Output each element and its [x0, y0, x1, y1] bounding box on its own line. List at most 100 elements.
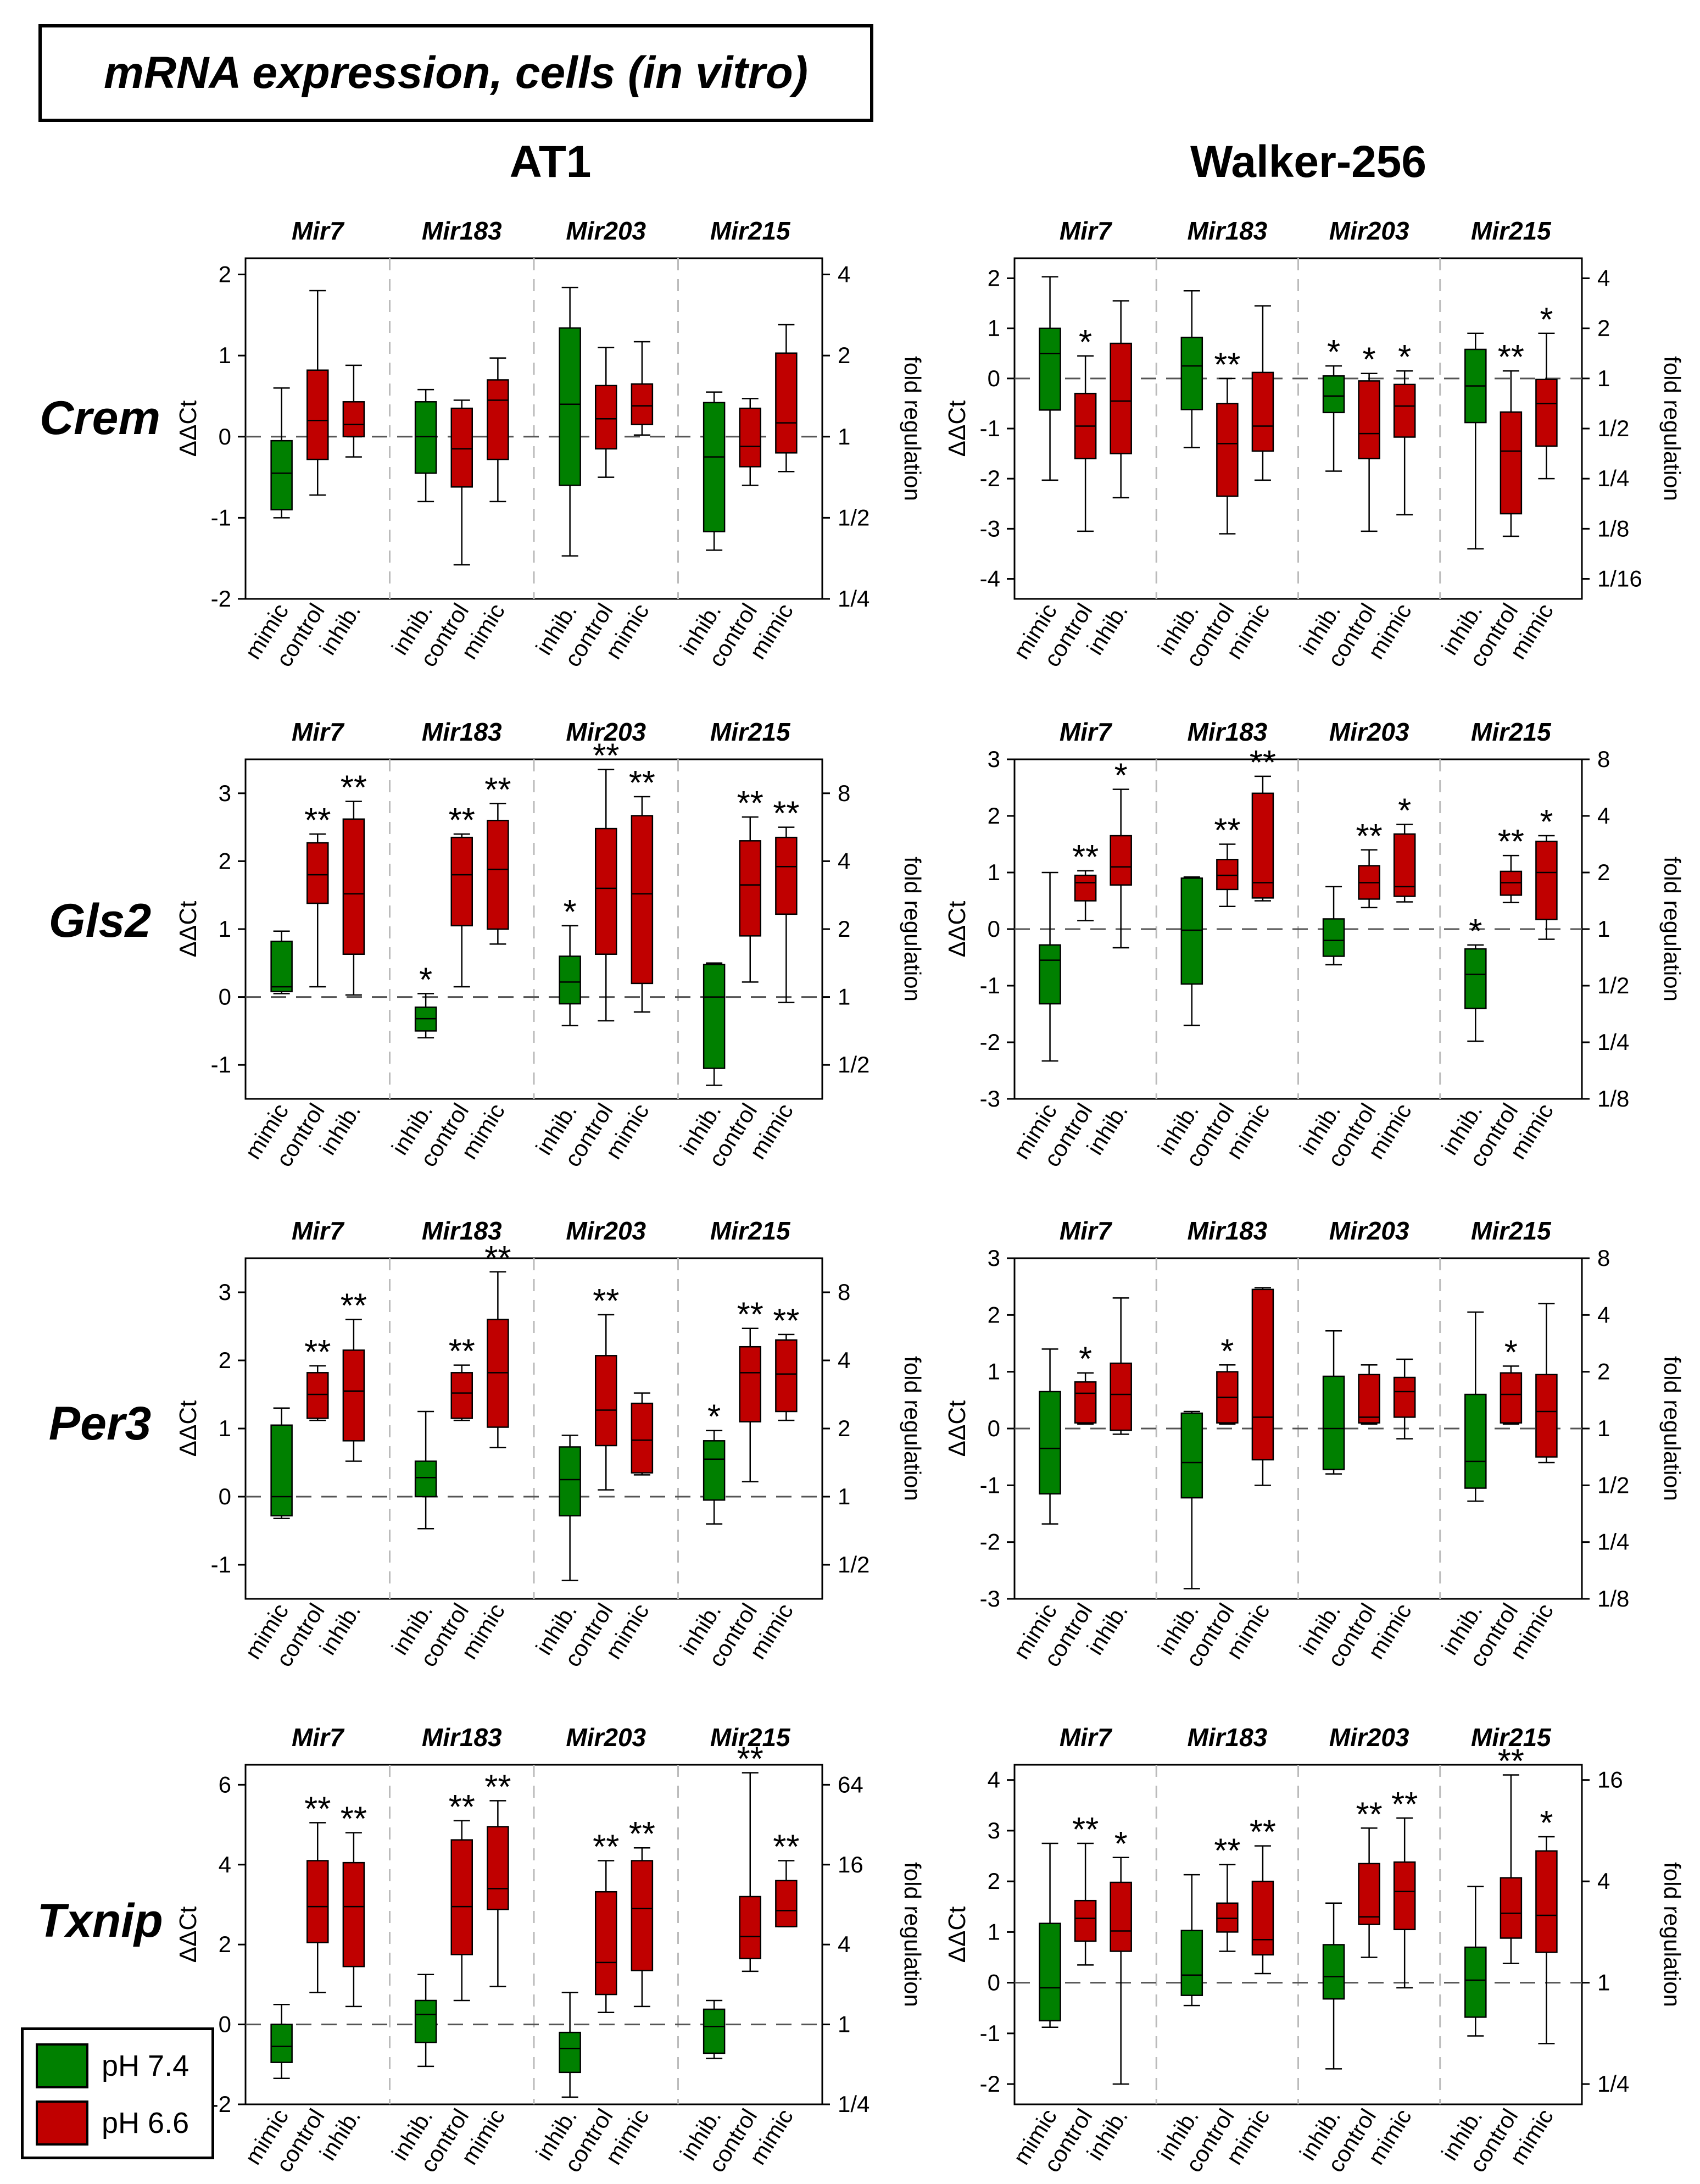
significance-stars: **	[304, 802, 331, 840]
y2-tick-label: 1	[1597, 1970, 1610, 1996]
y-tick-label: 3	[988, 1818, 1000, 1843]
y2-tick-label: 4	[838, 262, 850, 287]
significance-stars: **	[1214, 346, 1240, 384]
box-control	[306, 1372, 329, 1419]
box-inhib	[559, 2031, 581, 2074]
group-label-mir203: Mir203	[1329, 1216, 1409, 1245]
y2-tick-label: 1/2	[838, 504, 869, 530]
box-inhib	[559, 327, 581, 486]
significance-stars: **	[737, 1296, 763, 1334]
box-control	[739, 1896, 761, 1959]
y-axis-title: ΔΔCt	[944, 401, 971, 457]
box-inhib	[1180, 1412, 1203, 1499]
group-label-mir215: Mir215	[1471, 718, 1552, 746]
legend-label-ph74: pH 7.4	[102, 2049, 189, 2082]
y-axis-title: ΔΔCt	[944, 901, 971, 958]
box-control	[450, 836, 473, 927]
box-mimic	[1251, 371, 1274, 452]
y2-tick-label: 8	[1597, 1245, 1610, 1271]
box-control	[739, 1346, 761, 1422]
y2-tick-label: 1/4	[1597, 1529, 1629, 1555]
significance-stars: *	[1114, 1825, 1128, 1863]
y2-axis-title: fold regulation	[900, 857, 926, 1002]
box-inhib	[414, 1460, 437, 1498]
box-inhib	[1464, 1946, 1487, 2018]
box-control	[1074, 1899, 1097, 1942]
box-inhib	[1322, 375, 1345, 414]
y-tick-label: -1	[211, 504, 231, 530]
y-axis-title: ΔΔCt	[944, 1401, 971, 1457]
box-mimic	[775, 352, 798, 454]
y2-tick-label: 1/4	[1597, 465, 1629, 491]
y-tick-label: 4	[988, 1767, 1000, 1793]
y-tick-label: -3	[980, 1586, 1000, 1611]
y2-tick-label: 2	[838, 342, 850, 368]
box-control	[1216, 403, 1239, 497]
group-label-mir183: Mir183	[1188, 1216, 1268, 1245]
box-mimic	[1393, 833, 1416, 897]
box-inhib	[703, 964, 726, 1069]
box-control	[1216, 1902, 1239, 1933]
group-label-mir7: Mir7	[1060, 216, 1113, 245]
y-axis-title: ΔΔCt	[175, 401, 202, 457]
box-mimic	[1039, 1922, 1061, 2022]
box-control	[739, 840, 761, 937]
y-tick-label: -4	[980, 566, 1000, 592]
box-inhib	[342, 1349, 365, 1442]
y-axis-title: ΔΔCt	[175, 1401, 202, 1457]
y-tick-label: 0	[988, 916, 1000, 942]
y2-tick-label: 4	[838, 1931, 850, 1957]
box-control	[595, 827, 617, 955]
group-label-mir7: Mir7	[292, 718, 345, 746]
box-mimic	[1535, 841, 1558, 920]
box-inhib	[1110, 1362, 1132, 1431]
y2-tick-label: 64	[838, 1771, 863, 1797]
y2-tick-label: 1/2	[1597, 415, 1629, 441]
y-tick-label: -2	[980, 1529, 1000, 1555]
significance-stars: *	[707, 1398, 721, 1436]
legend-swatch-green	[36, 2043, 88, 2088]
y-tick-label: 3	[988, 1245, 1000, 1271]
box-mimic	[270, 940, 293, 992]
box-control	[1358, 1374, 1380, 1424]
significance-stars: *	[1327, 334, 1340, 371]
significance-stars: **	[341, 1287, 367, 1325]
y-tick-label: -1	[980, 1472, 1000, 1498]
column-title-walker: Walker-256	[1190, 137, 1426, 187]
y-tick-label: 0	[219, 424, 231, 449]
box-control	[739, 407, 761, 468]
significance-stars: *	[1540, 803, 1553, 841]
group-label-mir215: Mir215	[1471, 216, 1552, 245]
y2-tick-label: 4	[1597, 803, 1610, 829]
box-inhib	[1322, 1375, 1345, 1470]
group-label-mir183: Mir183	[1188, 718, 1268, 746]
y-tick-label: -1	[980, 972, 1000, 998]
box-mimic	[487, 379, 509, 460]
y-tick-label: -1	[211, 1052, 231, 1077]
box-inhib	[1464, 1393, 1487, 1489]
significance-stars: **	[449, 1333, 475, 1371]
significance-stars: **	[773, 1828, 799, 1866]
group-label-mir215: Mir215	[710, 1723, 791, 1752]
y2-tick-label: 1	[1597, 916, 1610, 942]
box-control	[1358, 1863, 1380, 1925]
y-tick-label: 0	[219, 1483, 231, 1509]
box-mimic	[1393, 384, 1416, 438]
group-label-mir215: Mir215	[710, 1216, 791, 1245]
significance-stars: *	[1220, 1332, 1234, 1370]
significance-stars: **	[304, 1333, 331, 1371]
y-tick-label: 1	[219, 342, 231, 368]
group-label-mir7: Mir7	[292, 1216, 345, 1245]
significance-stars: **	[1498, 338, 1524, 376]
y2-tick-label: 1/8	[1597, 515, 1629, 541]
significance-stars: *	[1504, 1333, 1518, 1371]
y-tick-label: -3	[980, 1086, 1000, 1112]
box-mimic	[1251, 1288, 1274, 1461]
y-axis-title: ΔΔCt	[944, 1907, 971, 1963]
box-inhib	[1180, 877, 1203, 985]
y-tick-label: -2	[980, 1029, 1000, 1055]
y2-tick-label: 8	[838, 1279, 850, 1305]
y2-tick-label: 4	[1597, 1302, 1610, 1327]
